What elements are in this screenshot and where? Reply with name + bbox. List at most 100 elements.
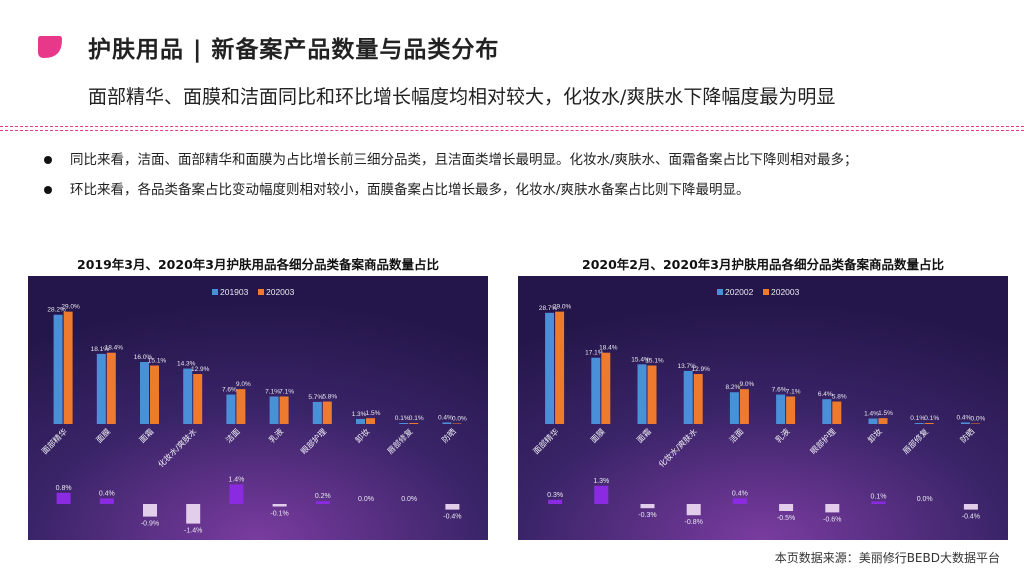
diff-value-label: -0.5% xyxy=(777,515,795,522)
chart-yoy: 201903 202003 28.2% 29.0% 面部精华 0.8% 18.1% 18.4%… xyxy=(28,276,488,540)
diff-bar xyxy=(686,504,701,516)
bar-a xyxy=(637,364,647,424)
bar-a xyxy=(356,418,365,424)
bar-a xyxy=(729,392,739,424)
bar-value-label: 0.0% xyxy=(452,416,467,423)
bar-value-label: 0.0% xyxy=(970,416,985,423)
bar-a xyxy=(312,401,322,424)
bar-b xyxy=(832,401,842,424)
bar-value-label: 8.2% xyxy=(725,384,740,391)
data-source: 本页数据来源：美丽修行BEBD大数据平台 xyxy=(774,551,1000,565)
diff-bar xyxy=(871,501,886,504)
bar-b xyxy=(647,365,657,424)
bar-value-label: 1.4% xyxy=(864,411,879,418)
chart-yoy-svg: 201903 20200328.2%29.0%面部精华0.8%18.1%18.4%… xyxy=(28,276,488,540)
bar-value-label: 0.1% xyxy=(395,415,410,422)
bar-a xyxy=(442,422,452,424)
bar-a xyxy=(776,394,786,424)
bar-a xyxy=(868,418,878,424)
bar-a xyxy=(545,312,555,424)
diff-value-label: 0.8% xyxy=(56,485,72,492)
diff-value-label: -0.1% xyxy=(270,511,288,518)
bar-value-label: 18.4% xyxy=(105,345,124,352)
diff-bar xyxy=(825,504,840,513)
bar-a xyxy=(140,362,149,424)
bar-value-label: 18.4% xyxy=(599,345,618,352)
bar-value-label: 15.1% xyxy=(148,357,167,364)
diff-value-label: -1.4% xyxy=(184,528,202,535)
bar-b xyxy=(786,396,796,424)
bar-value-label: 1.5% xyxy=(878,410,893,417)
diff-value-label: -0.8% xyxy=(685,519,703,526)
bar-value-label: 9.0% xyxy=(739,381,754,388)
bar-value-label: 12.9% xyxy=(191,366,210,373)
bar-b xyxy=(452,423,462,424)
legend-swatch xyxy=(212,289,218,295)
bar-b xyxy=(322,401,332,424)
legend-swatch xyxy=(258,289,264,295)
bar-b xyxy=(970,423,980,424)
bar-value-label: 13.7% xyxy=(677,363,696,370)
chart-mom-svg: 202002 20200328.7%29.0%面部精华0.3%17.1%18.4%… xyxy=(518,276,1008,540)
bar-value-label: 0.1% xyxy=(409,415,424,422)
bar-b xyxy=(555,311,565,424)
diff-bar xyxy=(963,504,978,510)
legend-swatch xyxy=(717,289,723,295)
bar-a xyxy=(591,357,601,424)
diff-value-label: 0.2% xyxy=(315,493,331,500)
chart-mom: 202002 202003 28.7% 29.0% 面部精华 0.3% 17.1% 18.4%… xyxy=(518,276,1008,540)
bar-a xyxy=(914,423,924,424)
diff-value-label: -0.3% xyxy=(638,512,656,519)
bar-value-label: 16.0% xyxy=(134,354,153,361)
bar-value-label: 7.1% xyxy=(279,388,294,395)
bar-value-label: 0.1% xyxy=(910,415,925,422)
bar-value-label: 9.0% xyxy=(236,381,251,388)
bar-b xyxy=(409,423,419,424)
diff-bar xyxy=(548,499,563,504)
diff-value-label: 0.0% xyxy=(917,496,933,503)
legend-label: 202002 xyxy=(725,287,754,297)
diff-bar xyxy=(186,504,201,524)
bar-value-label: 0.1% xyxy=(924,415,939,422)
bullet-text: 环比来看，各品类备案占比变动幅度则相对较小，面膜备案占比增长最多，化妆水/爽肤水… xyxy=(70,182,750,198)
bar-b xyxy=(63,311,73,424)
bar-value-label: 7.1% xyxy=(265,388,280,395)
legend-swatch xyxy=(763,289,769,295)
bar-value-label: 15.4% xyxy=(631,356,650,363)
diff-bar xyxy=(272,504,287,507)
bar-b xyxy=(193,374,203,424)
bar-value-label: 18.1% xyxy=(91,346,110,353)
diff-bar xyxy=(315,501,330,504)
page-title: 护肤用品 | 新备案产品数量与品类分布 xyxy=(88,37,500,63)
diff-value-label: 0.0% xyxy=(358,496,374,503)
chart-title-yoy: 2019年3月、2020年3月护肤用品各细分品类备案商品数量占比 xyxy=(77,257,439,272)
bar-value-label: 1.5% xyxy=(366,410,381,417)
bar-b xyxy=(924,423,934,424)
bar-value-label: 14.3% xyxy=(177,361,196,368)
bullet-dot-icon xyxy=(44,186,52,194)
page-subtitle: 面部精华、面膜和洁面同比和环比增长幅度均相对较大，化妆水/爽肤水下降幅度最为明显 xyxy=(88,86,836,108)
bar-a xyxy=(399,423,409,424)
bar-value-label: 7.6% xyxy=(222,387,237,394)
bar-value-label: 28.2% xyxy=(47,307,66,314)
diff-bar xyxy=(732,498,747,504)
legend-label: 201903 xyxy=(220,287,249,297)
bar-b xyxy=(693,374,703,424)
bullet-item: 同比来看，洁面、面部精华和面膜为占比增长前三细分品类，且洁面类增长最明显。化妆水… xyxy=(42,150,1002,170)
bullet-list: 同比来看，洁面、面部精华和面膜为占比增长前三细分品类，且洁面类增长最明显。化妆水… xyxy=(42,150,1002,210)
diff-value-label: -0.4% xyxy=(962,514,980,521)
diff-value-label: 1.3% xyxy=(593,478,609,485)
bar-value-label: 5.8% xyxy=(322,394,337,401)
bar-a xyxy=(683,370,693,424)
bar-b xyxy=(106,352,116,424)
bar-value-label: 1.3% xyxy=(352,411,367,418)
bar-value-label: 29.0% xyxy=(553,304,572,311)
brand-logo-icon xyxy=(38,36,62,58)
bar-value-label: 0.4% xyxy=(438,414,453,421)
bar-b xyxy=(601,352,611,424)
bullet-text: 同比来看，洁面、面部精华和面膜为占比增长前三细分品类，且洁面类增长最明显。化妆水… xyxy=(70,152,858,168)
bar-b xyxy=(878,418,888,424)
legend-label: 202003 xyxy=(266,287,295,297)
diff-value-label: -0.4% xyxy=(443,514,461,521)
bar-value-label: 6.4% xyxy=(818,391,833,398)
